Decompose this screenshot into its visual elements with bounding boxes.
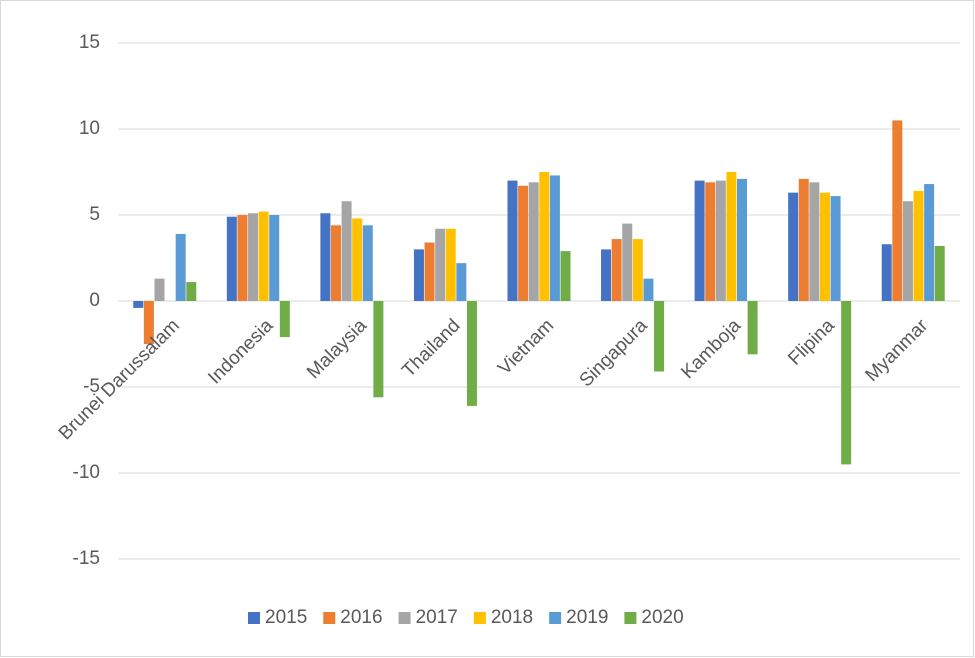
bar [914, 191, 924, 301]
legend-swatch [323, 612, 335, 624]
bar [467, 301, 477, 406]
bar [612, 239, 622, 301]
bar [154, 279, 164, 301]
bar [352, 218, 362, 301]
bar [705, 182, 715, 301]
bar [186, 282, 196, 301]
legend-swatch [549, 612, 561, 624]
bar [924, 184, 934, 301]
bar [622, 224, 632, 301]
bar [529, 182, 539, 301]
bar [373, 301, 383, 397]
bar [508, 181, 518, 301]
bar [601, 249, 611, 301]
bar [820, 193, 830, 301]
bar [643, 279, 653, 301]
bar [737, 179, 747, 301]
y-tick-label: 15 [79, 32, 100, 53]
y-tick-label: -15 [73, 548, 100, 569]
legend-label: 2016 [340, 607, 382, 628]
bar [633, 239, 643, 301]
y-tick-label: -10 [73, 462, 100, 483]
bar [342, 201, 352, 301]
bar [518, 186, 528, 301]
bar [435, 229, 445, 301]
bar [280, 301, 290, 337]
bar [456, 263, 466, 301]
bar [237, 215, 247, 301]
bar [227, 217, 237, 301]
y-tick-label: 0 [89, 290, 100, 311]
legend-label: 2015 [265, 607, 307, 628]
legend-label: 2019 [566, 607, 608, 628]
legend-label: 2017 [416, 607, 458, 628]
bar [788, 193, 798, 301]
bar [248, 213, 258, 301]
bar [831, 196, 841, 301]
bar [809, 182, 819, 301]
bar [935, 246, 945, 301]
bar [716, 181, 726, 301]
bar [363, 225, 373, 301]
bar [320, 213, 330, 301]
legend-label: 2018 [491, 607, 533, 628]
legend-swatch [474, 612, 486, 624]
bar [799, 179, 809, 301]
legend-swatch [624, 612, 636, 624]
bar [892, 120, 902, 301]
y-tick-label: 10 [79, 118, 100, 139]
bar [726, 172, 736, 301]
bar [539, 172, 549, 301]
legend-label: 2020 [641, 607, 683, 628]
bar [133, 301, 143, 308]
bar [550, 175, 560, 301]
chart: -15-10-5051015Brunei DarussalamIndonesia… [0, 0, 975, 658]
bar [414, 249, 424, 301]
legend-swatch [399, 612, 411, 624]
bar [259, 212, 269, 301]
bar [176, 234, 186, 301]
legend-swatch [248, 612, 260, 624]
bar [654, 301, 664, 372]
bar [425, 243, 435, 301]
bar [695, 181, 705, 301]
bar [882, 244, 892, 301]
bar [841, 301, 851, 464]
bar [269, 215, 279, 301]
bar [748, 301, 758, 354]
y-tick-label: 5 [89, 204, 100, 225]
bar [446, 229, 456, 301]
bar [331, 225, 341, 301]
bar [561, 251, 571, 301]
bar [903, 201, 913, 301]
